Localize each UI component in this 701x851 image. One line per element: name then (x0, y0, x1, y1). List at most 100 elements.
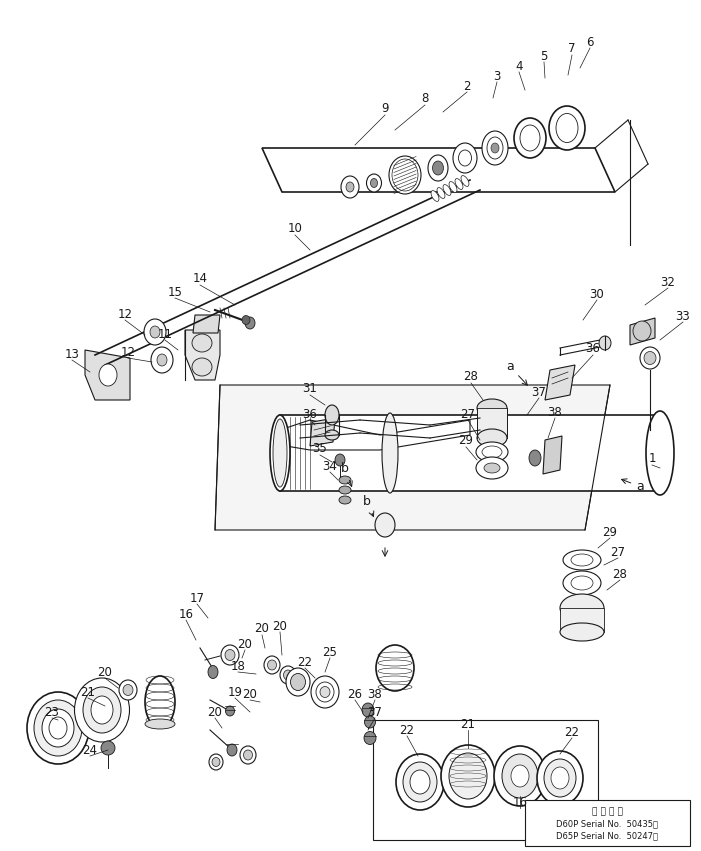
Ellipse shape (461, 175, 469, 186)
Ellipse shape (491, 143, 499, 153)
Ellipse shape (91, 696, 113, 724)
Text: 14: 14 (193, 272, 207, 285)
Ellipse shape (571, 554, 593, 566)
Text: b: b (341, 462, 352, 487)
Text: 28: 28 (463, 370, 479, 384)
Text: 13: 13 (64, 347, 79, 361)
Ellipse shape (280, 666, 296, 684)
Ellipse shape (335, 454, 345, 466)
Polygon shape (262, 148, 615, 192)
Polygon shape (310, 418, 335, 446)
Text: 5: 5 (540, 49, 547, 62)
Text: 33: 33 (676, 310, 690, 323)
Text: 8: 8 (421, 93, 429, 106)
Ellipse shape (245, 317, 255, 329)
Text: 26: 26 (348, 688, 362, 700)
Ellipse shape (362, 703, 374, 717)
Text: 16: 16 (179, 608, 193, 620)
Text: 20: 20 (254, 622, 269, 636)
Text: 21: 21 (81, 686, 95, 699)
Ellipse shape (123, 684, 133, 695)
Text: 通 用 号 機: 通 用 号 機 (592, 808, 622, 816)
Text: 35: 35 (313, 443, 327, 455)
Text: 36: 36 (585, 342, 601, 356)
Polygon shape (280, 415, 658, 491)
Text: 22: 22 (297, 655, 313, 669)
Ellipse shape (477, 429, 507, 447)
Text: 29: 29 (458, 435, 473, 448)
Polygon shape (185, 330, 220, 380)
Text: 9: 9 (381, 102, 389, 116)
Text: 15: 15 (168, 285, 182, 299)
Ellipse shape (494, 746, 546, 806)
Ellipse shape (339, 476, 351, 484)
Polygon shape (545, 365, 575, 400)
Ellipse shape (286, 668, 310, 696)
Ellipse shape (443, 185, 451, 196)
Ellipse shape (226, 706, 235, 716)
Text: 23: 23 (45, 705, 60, 718)
Text: 20: 20 (243, 688, 257, 700)
Ellipse shape (410, 770, 430, 794)
Text: 25: 25 (322, 646, 337, 659)
Ellipse shape (437, 187, 445, 198)
Text: 7: 7 (569, 43, 576, 55)
Ellipse shape (192, 358, 212, 376)
Ellipse shape (482, 131, 508, 165)
Text: 30: 30 (590, 288, 604, 300)
Ellipse shape (243, 750, 252, 760)
Ellipse shape (145, 719, 175, 729)
Ellipse shape (49, 717, 67, 739)
Text: 12: 12 (121, 346, 135, 358)
Ellipse shape (556, 113, 578, 142)
Text: 22: 22 (564, 726, 580, 739)
Ellipse shape (389, 156, 421, 194)
Ellipse shape (549, 106, 585, 150)
Text: 32: 32 (660, 276, 676, 288)
Text: 37: 37 (367, 705, 383, 718)
Text: 19: 19 (228, 686, 243, 699)
Ellipse shape (560, 594, 604, 622)
Polygon shape (543, 436, 562, 474)
Ellipse shape (208, 665, 218, 678)
Text: a: a (506, 360, 527, 386)
Text: 28: 28 (613, 568, 627, 580)
Ellipse shape (242, 316, 250, 324)
Text: b: b (363, 495, 374, 517)
Ellipse shape (563, 550, 601, 570)
Ellipse shape (514, 118, 546, 158)
Ellipse shape (441, 745, 495, 807)
Ellipse shape (563, 571, 601, 595)
Ellipse shape (484, 463, 500, 473)
Ellipse shape (316, 682, 334, 702)
Ellipse shape (382, 413, 398, 493)
Ellipse shape (209, 754, 223, 770)
Ellipse shape (346, 182, 354, 192)
Text: D65P Serial No.  50247～: D65P Serial No. 50247～ (556, 831, 658, 841)
Ellipse shape (221, 645, 239, 665)
Ellipse shape (364, 732, 376, 745)
Ellipse shape (264, 656, 280, 674)
Ellipse shape (511, 765, 529, 787)
Ellipse shape (396, 754, 444, 810)
Ellipse shape (144, 319, 166, 345)
Ellipse shape (428, 155, 448, 181)
Ellipse shape (529, 450, 541, 466)
Ellipse shape (157, 354, 167, 366)
Ellipse shape (283, 670, 292, 680)
Text: 2: 2 (463, 79, 471, 93)
Text: 6: 6 (586, 36, 594, 49)
Ellipse shape (270, 415, 290, 491)
Text: 22: 22 (400, 723, 414, 736)
Ellipse shape (551, 767, 569, 789)
Text: 17: 17 (189, 591, 205, 604)
Text: 3: 3 (494, 70, 501, 83)
Ellipse shape (101, 741, 115, 755)
Ellipse shape (34, 700, 82, 756)
Ellipse shape (268, 660, 276, 670)
Ellipse shape (42, 709, 74, 747)
Text: 16: 16 (512, 796, 527, 808)
Text: 24: 24 (83, 744, 97, 757)
Text: 38: 38 (547, 405, 562, 419)
Ellipse shape (375, 513, 395, 537)
